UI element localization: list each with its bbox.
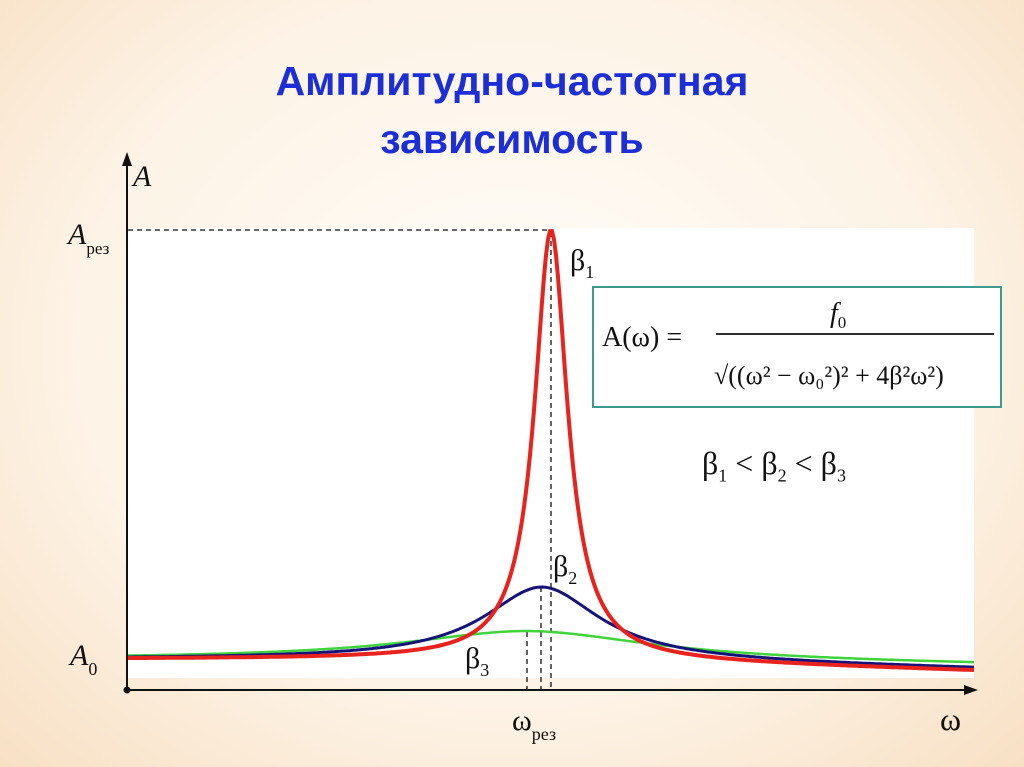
formula-lhs: A(ω) = — [602, 322, 682, 353]
beta3-label: β3 — [465, 642, 489, 680]
formula-denominator: √((ω² − ω₀²)² + 4β²ω²) — [714, 361, 944, 390]
formula-numerator: f0 — [830, 298, 846, 332]
beta1-label: β1 — [570, 244, 594, 282]
curve-beta1 — [128, 229, 975, 672]
x-axis-label: ω — [940, 701, 961, 737]
a0-label: A0 — [68, 639, 97, 679]
curve-beta2 — [128, 585, 974, 669]
beta-inequality: β1 < β2 < β3 — [702, 445, 846, 486]
x-axis-arrow-icon — [964, 685, 978, 695]
slide-title: Амплитудно-частотная зависимость — [0, 52, 1024, 168]
y-axis-label: A — [131, 160, 152, 193]
y-axis-arrow-icon — [122, 152, 132, 166]
formula-box: A(ω) = f0 √((ω² − ω₀²)² + 4β²ω²) — [592, 286, 1002, 408]
title-line-2: зависимость — [380, 116, 644, 162]
title-line-1: Амплитудно-частотная — [275, 58, 749, 104]
origin-dot — [123, 686, 131, 694]
a-res-label: Aрез — [66, 218, 110, 258]
omega-res-label: ωрез — [512, 704, 556, 744]
formula: A(ω) = f0 √((ω² − ω₀²)² + 4β²ω²) — [602, 298, 994, 390]
beta2-label: β2 — [553, 550, 577, 588]
curve-beta3 — [128, 629, 974, 664]
